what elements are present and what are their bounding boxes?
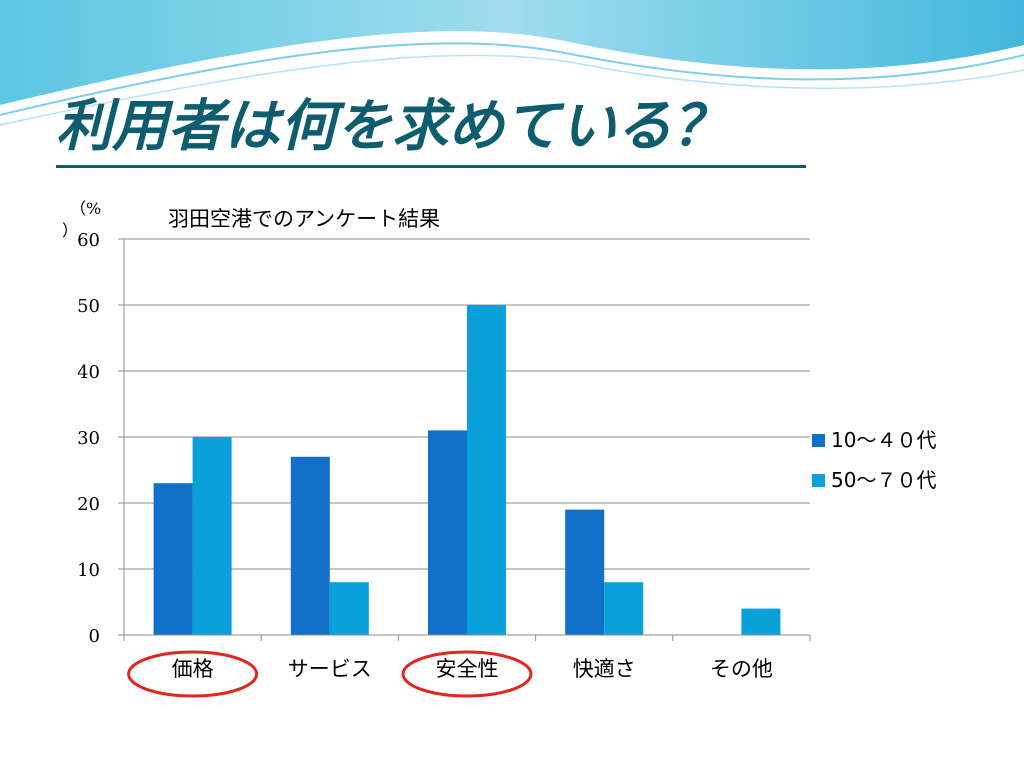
legend: 10～４０代 50～７０代: [812, 428, 936, 492]
bar: [467, 305, 506, 635]
category-label: 快適さ: [573, 657, 636, 681]
bar: [428, 430, 467, 635]
bar: [604, 582, 644, 635]
legend-swatch: [812, 474, 825, 487]
chart-title: 羽田空港でのアンケート結果: [168, 207, 440, 231]
bar: [192, 437, 232, 635]
bar: [290, 456, 330, 635]
slide-title: 利用者は何を求めている？: [56, 94, 728, 159]
legend-label: 10～４０代: [831, 428, 936, 452]
legend-swatch: [812, 434, 825, 447]
axis-labels: 0 10 20 30 40 50 60 価格 サービス 安全性 快適さ その他 （% ） 羽田空港でのアンケ…: [62, 199, 773, 698]
title-underline: [56, 165, 806, 168]
y-tick-label: 60: [77, 230, 100, 251]
y-tick-label: 50: [77, 296, 100, 317]
category-label: サービス: [288, 657, 372, 681]
category-label: 価格: [172, 657, 214, 681]
highlight-circle: [401, 650, 533, 698]
y-tick-label: 20: [77, 494, 100, 515]
bar: [741, 608, 781, 635]
unit-label-close: ）: [62, 221, 78, 240]
bar: [153, 483, 193, 635]
y-tick-label: 0: [89, 626, 100, 647]
legend-label: 50～７０代: [831, 468, 936, 492]
y-tick-label: 30: [77, 428, 100, 449]
highlight-circle: [127, 650, 259, 698]
y-tick-label: 40: [77, 362, 100, 383]
y-tick-label: 10: [77, 560, 100, 581]
category-label: その他: [710, 657, 773, 681]
bar: [329, 582, 369, 635]
bar: [565, 509, 605, 635]
category-label: 安全性: [436, 657, 499, 681]
axes: [118, 238, 811, 641]
unit-label: （%: [70, 199, 101, 218]
bars: [153, 305, 781, 635]
header-wave-decoration: [0, 0, 1024, 126]
